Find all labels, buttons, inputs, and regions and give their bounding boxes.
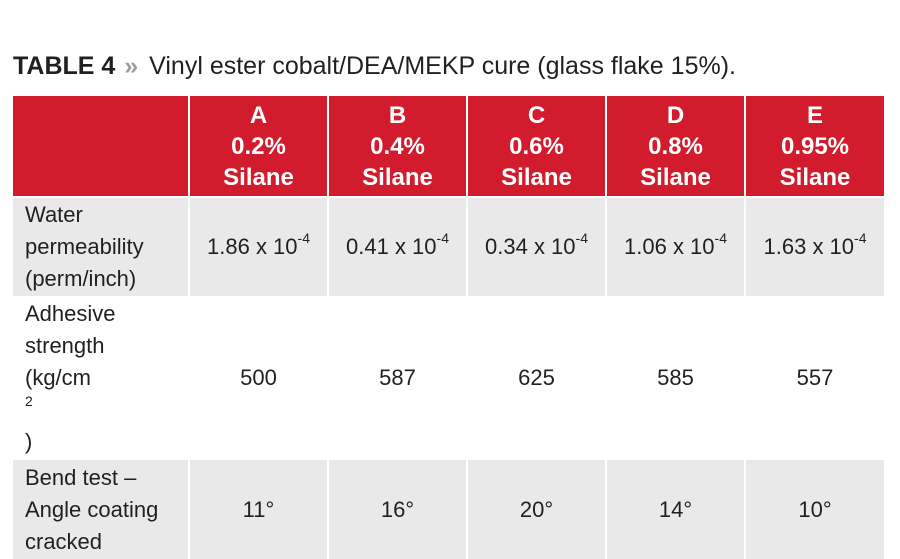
table-row-adhesive-strength: Adhesive strength (kg/cm 2) 500 587 625 5… — [13, 296, 884, 459]
row-label-line: (kg/cm 2) — [25, 365, 91, 454]
column-unit: Silane — [640, 163, 711, 191]
table-cell: 1.06 x 10-4 — [605, 196, 745, 297]
table-cell: 500 — [188, 296, 328, 459]
column-amount: 0.2% — [231, 132, 286, 160]
row-label-line: Water — [25, 202, 83, 227]
table-number: TABLE 4 — [13, 52, 116, 80]
header-row: A 0.2% Silane B 0.4% Silane C 0.6% Silan… — [13, 96, 884, 197]
column-amount: 0.6% — [509, 132, 564, 160]
table-cell: 0.41 x 10-4 — [327, 196, 467, 297]
column-unit: Silane — [362, 163, 433, 191]
column-header-e: E 0.95% Silane — [744, 96, 884, 197]
column-amount: 0.8% — [648, 132, 703, 160]
column-header-d: D 0.8% Silane — [605, 96, 745, 197]
silane-results-table: A 0.2% Silane B 0.4% Silane C 0.6% Silan… — [13, 96, 884, 559]
column-header-a: A 0.2% Silane — [188, 96, 328, 197]
row-label-line: Adhesive — [25, 301, 116, 326]
table-cell: 1.86 x 10-4 — [188, 196, 328, 297]
row-label-line: Bend test – — [25, 464, 137, 490]
row-label-line: cracked — [25, 528, 103, 554]
row-label: Water permeability (perm/inch) — [13, 196, 189, 297]
column-unit: Silane — [779, 163, 851, 191]
table-row-bend-test: Bend test – Angle coating cracked 11° 16… — [13, 458, 884, 559]
row-label: Adhesive strength (kg/cm 2) — [13, 296, 189, 459]
table-cell: 16° — [327, 458, 467, 559]
table-cell: 557 — [744, 296, 884, 459]
table-cell: 14° — [605, 458, 745, 559]
row-label-line: permeability — [25, 234, 144, 259]
column-unit: Silane — [223, 163, 294, 191]
column-amount: 0.4% — [370, 132, 425, 160]
table-caption: TABLE 4 » Vinyl ester cobalt/DEA/MEKP cu… — [13, 50, 736, 82]
column-letter: D — [666, 101, 685, 129]
row-label: Bend test – Angle coating cracked — [13, 458, 189, 559]
column-amount: 0.95% — [780, 132, 850, 160]
chevron-right-icon: » — [124, 52, 139, 80]
table-row-water-permeability: Water permeability (perm/inch) 1.86 x 10… — [13, 196, 884, 297]
row-label-line: strength — [25, 333, 105, 358]
table-cell: 587 — [327, 296, 467, 459]
header-corner — [13, 96, 189, 197]
row-label-line: Angle coating — [25, 496, 159, 522]
table-title: Vinyl ester cobalt/DEA/MEKP cure (glass … — [149, 52, 736, 80]
table-cell: 0.34 x 10-4 — [466, 196, 606, 297]
column-unit: Silane — [501, 163, 572, 191]
column-letter: C — [527, 101, 546, 129]
column-header-c: C 0.6% Silane — [466, 96, 606, 197]
row-label-line: (perm/inch) — [25, 266, 137, 291]
table-cell: 11° — [188, 458, 328, 559]
column-letter: A — [249, 101, 268, 129]
column-letter: E — [806, 101, 823, 129]
column-letter: B — [388, 101, 407, 129]
column-header-b: B 0.4% Silane — [327, 96, 467, 197]
table-cell: 10° — [744, 458, 884, 559]
table-cell: 625 — [466, 296, 606, 459]
table-cell: 20° — [466, 458, 606, 559]
table-cell: 585 — [605, 296, 745, 459]
table-cell: 1.63 x 10-4 — [744, 196, 884, 297]
